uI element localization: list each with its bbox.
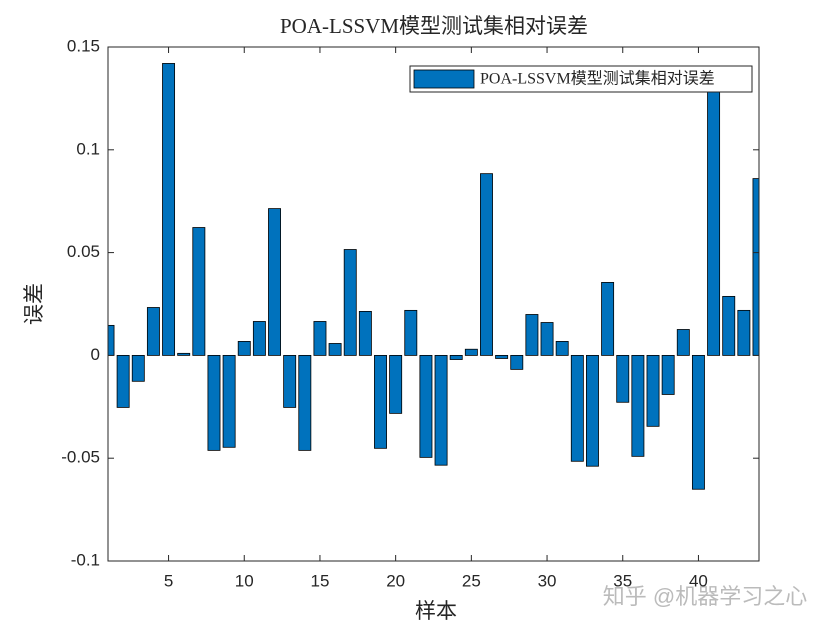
chart-title: POA-LSSVM模型测试集相对误差 [280, 14, 588, 38]
bar [116, 354, 130, 408]
y-tick-label: -0.1 [71, 550, 100, 569]
legend-label: POA-LSSVM模型测试集相对误差 [480, 70, 715, 88]
bar [222, 354, 236, 448]
y-tick-label: 0.05 [67, 242, 100, 261]
bar [631, 354, 645, 457]
x-tick-label: 35 [613, 571, 632, 590]
bar [525, 314, 539, 356]
x-tick-label: 15 [310, 571, 329, 590]
legend-swatch [413, 69, 475, 89]
bar [298, 354, 312, 451]
bar [616, 354, 630, 403]
bar [707, 87, 721, 356]
bar [146, 307, 160, 356]
y-tick-label: 0.1 [76, 139, 100, 158]
bar [419, 354, 433, 458]
bar [555, 341, 569, 356]
bar [737, 309, 751, 356]
x-tick-label: 20 [386, 571, 405, 590]
bar [676, 329, 690, 356]
x-tick-label: 40 [689, 571, 708, 590]
bar [691, 354, 705, 490]
bar [252, 321, 266, 356]
y-tick-label: 0.15 [67, 36, 100, 55]
bar [177, 352, 191, 356]
bar [389, 354, 403, 414]
bar [586, 354, 599, 467]
watermark: 知乎 @机器学习之心 [603, 584, 807, 609]
bar [313, 321, 327, 356]
x-axis-label: 样本 [415, 599, 457, 623]
bar [404, 309, 418, 356]
x-tick-label: 25 [462, 571, 481, 590]
bar [449, 354, 463, 360]
plot-frame [107, 46, 760, 562]
bar [268, 208, 281, 356]
bar [752, 178, 759, 356]
bar [162, 63, 176, 356]
bar [495, 354, 509, 359]
bar [108, 324, 115, 356]
bar [237, 341, 251, 356]
x-tick-label: 5 [164, 571, 173, 590]
y-tick-label: -0.05 [61, 448, 100, 467]
x-tick-label: 10 [235, 571, 254, 590]
y-axis-label: 误差 [22, 283, 46, 325]
bar [358, 311, 372, 356]
bar [343, 249, 357, 356]
bar [540, 322, 554, 356]
bar [601, 282, 615, 356]
bar [510, 354, 524, 370]
x-tick-label: 30 [538, 571, 557, 590]
bar [207, 354, 221, 451]
bar [374, 354, 387, 449]
bar [480, 173, 493, 356]
bar [434, 354, 448, 466]
bar [722, 295, 736, 356]
bar [328, 343, 342, 356]
bar [464, 348, 478, 356]
bar [661, 354, 675, 395]
bar [646, 354, 660, 427]
bar [283, 354, 297, 408]
bar [192, 227, 206, 356]
bar [131, 354, 145, 382]
y-tick-label: 0 [91, 345, 100, 364]
bar [570, 354, 584, 462]
